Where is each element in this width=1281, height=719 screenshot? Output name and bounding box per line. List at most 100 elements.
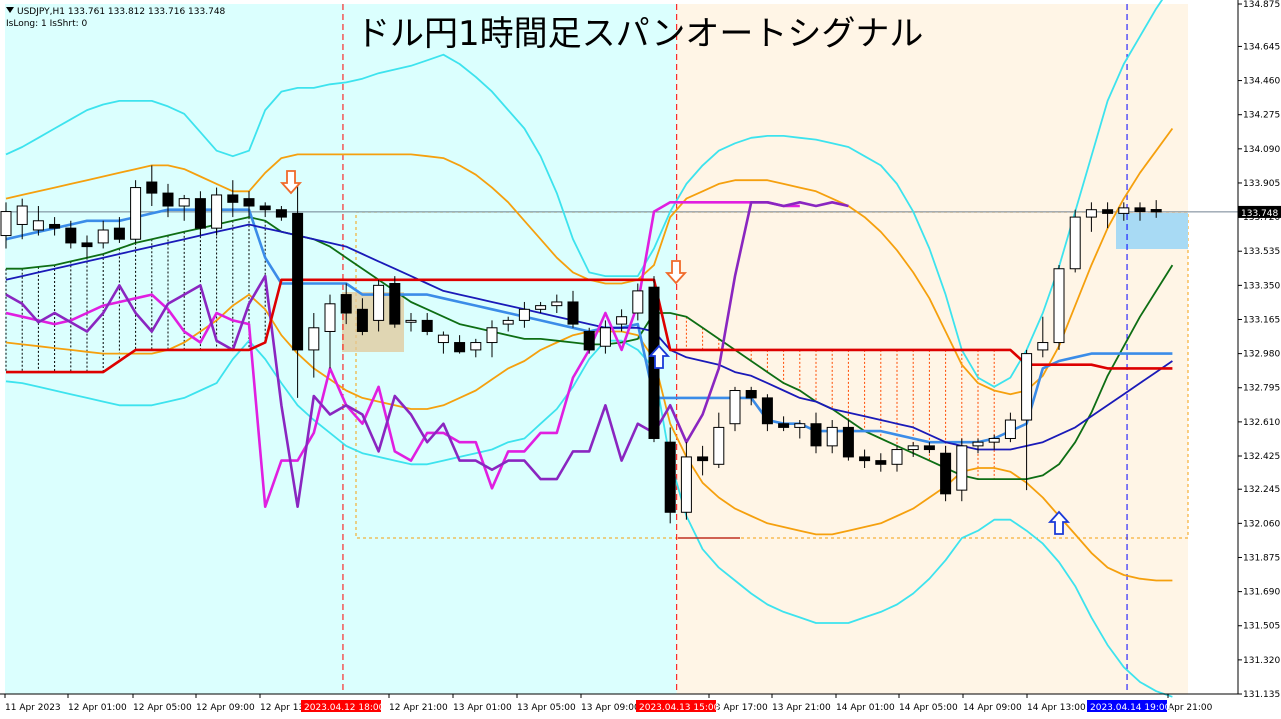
candle-body bbox=[810, 423, 822, 447]
candle-body bbox=[875, 460, 887, 465]
price-label: 131.135 bbox=[1243, 690, 1280, 700]
price-label: 131.875 bbox=[1243, 553, 1280, 563]
time-label: 13 Apr 21:00 bbox=[772, 703, 831, 713]
time-label: 11 Apr 2023 bbox=[5, 703, 61, 713]
price-label: 134.875 bbox=[1243, 0, 1280, 10]
price-label: 134.275 bbox=[1243, 111, 1280, 121]
chart-title: ドル円1時間足スパンオートシグナル bbox=[356, 14, 924, 54]
candle-body bbox=[859, 456, 871, 462]
time-label: 13 Apr 09:00 bbox=[581, 703, 640, 713]
price-label: 133.535 bbox=[1243, 247, 1280, 257]
signal-markers bbox=[279, 170, 1071, 535]
candle-body bbox=[178, 198, 190, 207]
up-arrow-icon bbox=[647, 344, 671, 369]
cloud-red-line bbox=[6, 278, 1173, 374]
price-label: 132.980 bbox=[1243, 350, 1280, 360]
time-label: 12 Apr 13:00 bbox=[260, 703, 319, 713]
candle-body bbox=[486, 327, 498, 344]
candle-body bbox=[1150, 209, 1162, 213]
price-label: 133.720 bbox=[1243, 213, 1280, 223]
candle-body bbox=[1004, 419, 1016, 439]
candle-body bbox=[259, 205, 271, 211]
candle-body bbox=[778, 423, 790, 428]
time-label: 13 Apr 01:00 bbox=[453, 703, 512, 713]
candle-body bbox=[437, 334, 449, 344]
bb-outer-upper-line bbox=[5, 0, 1164, 388]
price-label: 134.645 bbox=[1243, 42, 1280, 52]
symbol-info: USDJPY,H1 133.761 133.812 133.716 133.74… bbox=[17, 7, 226, 17]
candle-body bbox=[1118, 207, 1130, 214]
candle-body bbox=[1021, 353, 1033, 421]
price-label: 133.165 bbox=[1243, 315, 1280, 325]
candle-body bbox=[502, 319, 514, 325]
chikou-purple-line bbox=[5, 201, 849, 509]
candle-body bbox=[891, 449, 903, 465]
candle-body bbox=[243, 198, 255, 207]
time-label: 13 Apr 05:00 bbox=[517, 703, 576, 713]
candle-body bbox=[275, 209, 287, 218]
candle-body bbox=[1102, 209, 1114, 214]
candle-body bbox=[97, 229, 109, 244]
time-label: 14 Apr 13:00 bbox=[1027, 703, 1086, 713]
time-label: 14 Apr 09:00 bbox=[963, 703, 1022, 713]
time-marker-label: 2023.04.13 15:00 bbox=[639, 703, 720, 713]
candle-body bbox=[0, 211, 12, 237]
price-label: 131.505 bbox=[1243, 622, 1280, 632]
time-marker-label: 2023.04.14 19:00 bbox=[1090, 703, 1171, 713]
price-label: 131.320 bbox=[1243, 656, 1280, 666]
time-marker-label: 2023.04.12 18:00 bbox=[304, 703, 385, 713]
time-label: 14 Apr 05:00 bbox=[899, 703, 958, 713]
time-label: 12 Apr 09:00 bbox=[196, 703, 255, 713]
candle-body bbox=[988, 437, 1000, 443]
session-bg-cyan bbox=[5, 4, 677, 694]
up-arrow-icon bbox=[1047, 510, 1071, 535]
price-label: 132.795 bbox=[1243, 384, 1280, 394]
candle-body bbox=[454, 342, 466, 353]
time-label: 12 Apr 01:00 bbox=[68, 703, 127, 713]
price-label: 134.090 bbox=[1243, 145, 1280, 155]
candle-body bbox=[632, 290, 644, 314]
price-label: 131.690 bbox=[1243, 588, 1280, 598]
range-box-blue bbox=[1116, 213, 1188, 249]
candle-body bbox=[1085, 209, 1097, 218]
candle-body bbox=[972, 441, 984, 447]
candle-body bbox=[729, 390, 741, 425]
candle-body bbox=[324, 303, 336, 332]
cloud-fills bbox=[5, 4, 1238, 694]
candle-body bbox=[146, 181, 158, 194]
price-label: 132.060 bbox=[1243, 519, 1280, 529]
price-label: 132.610 bbox=[1243, 418, 1280, 428]
candle-body bbox=[713, 426, 725, 465]
candle-body bbox=[956, 445, 968, 491]
candle-body bbox=[1053, 268, 1065, 344]
candle-body bbox=[680, 456, 692, 513]
candle-body bbox=[551, 301, 563, 307]
candles bbox=[0, 165, 1162, 539]
candle-body bbox=[389, 283, 401, 325]
candle-body bbox=[405, 319, 417, 323]
candle-body bbox=[1134, 207, 1146, 213]
candle-body bbox=[470, 342, 482, 351]
candle-body bbox=[923, 445, 935, 451]
price-label: 132.425 bbox=[1243, 452, 1280, 462]
symbol-line: USDJPY,H1 133.761 133.812 133.716 133.74… bbox=[6, 6, 225, 18]
candle-body bbox=[567, 301, 579, 325]
candle-body bbox=[842, 426, 854, 458]
candle-body bbox=[81, 242, 93, 248]
bb-outer-lower-line bbox=[5, 339, 1173, 698]
candle-body bbox=[194, 198, 206, 229]
collapse-triangle-icon[interactable] bbox=[6, 7, 14, 13]
candle-body bbox=[1069, 216, 1081, 270]
time-label: 12 Apr 05:00 bbox=[133, 703, 192, 713]
time-marker-tag bbox=[301, 700, 381, 712]
candle-body bbox=[583, 330, 595, 351]
candle-body bbox=[32, 220, 44, 231]
current-price-label: 133.748 bbox=[1241, 209, 1278, 219]
candle-body bbox=[940, 452, 952, 495]
status-line: IsLong: 1 IsShrt: 0 bbox=[6, 19, 88, 29]
candle-body bbox=[421, 319, 433, 332]
candle-body bbox=[292, 212, 304, 351]
candle-body bbox=[664, 441, 676, 513]
